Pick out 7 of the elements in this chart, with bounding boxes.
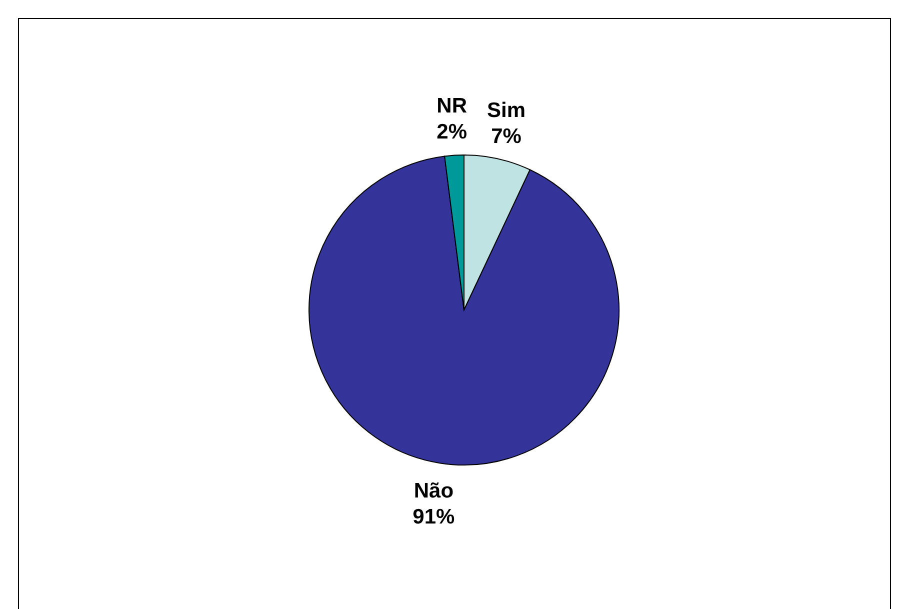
slice-label: NR: [436, 94, 468, 118]
slice-label: Sim: [487, 98, 526, 122]
data-label: 2%: [436, 120, 468, 144]
slice-label: Não: [414, 479, 454, 502]
pie-slice: [308, 156, 620, 466]
data-label: 91%: [412, 505, 456, 528]
data-label: 7%: [491, 124, 522, 148]
